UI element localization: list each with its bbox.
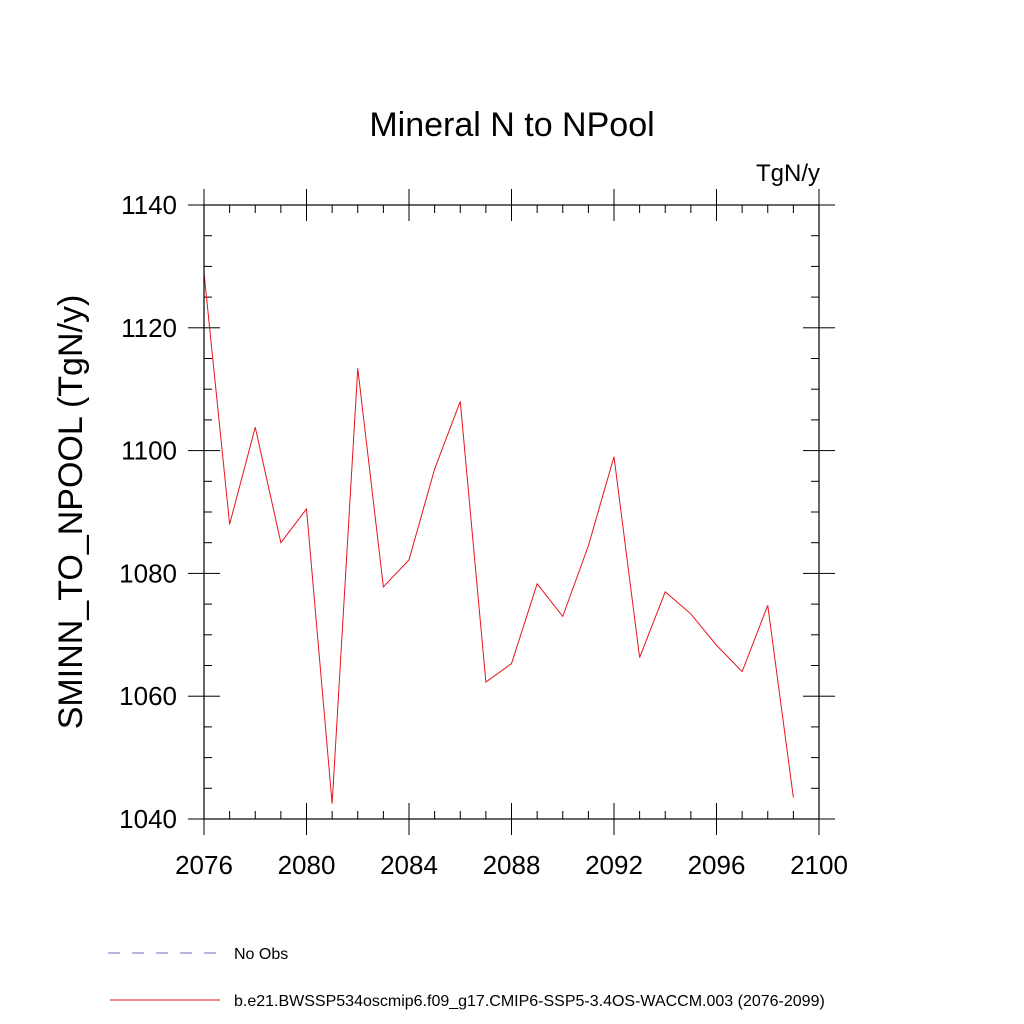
plot-series bbox=[203, 272, 794, 804]
data-point bbox=[639, 657, 640, 658]
y-tick-label: 1060 bbox=[119, 681, 177, 711]
series-line-0 bbox=[203, 272, 794, 804]
x-tick-label: 2088 bbox=[483, 850, 541, 880]
legend-label-model: b.e21.BWSSP534oscmip6.f09_g17.CMIP6-SSP5… bbox=[234, 993, 825, 1010]
data-point bbox=[588, 545, 589, 546]
x-tick-label: 2080 bbox=[278, 850, 336, 880]
y-tick-label: 1140 bbox=[121, 190, 177, 220]
y-tick-label: 1100 bbox=[121, 436, 177, 466]
x-tick-label: 2084 bbox=[380, 850, 438, 880]
x-tick-label: 2100 bbox=[790, 850, 848, 880]
x-tick-label: 2096 bbox=[688, 850, 746, 880]
x-tick-label: 2076 bbox=[175, 850, 233, 880]
data-point bbox=[767, 605, 768, 606]
y-tick-label: 1080 bbox=[119, 558, 177, 588]
data-point bbox=[614, 456, 615, 457]
data-point bbox=[255, 427, 256, 428]
data-point bbox=[434, 469, 435, 470]
data-point bbox=[229, 524, 230, 525]
data-point bbox=[716, 645, 717, 646]
data-point bbox=[742, 671, 743, 672]
data-point bbox=[665, 591, 666, 592]
data-point bbox=[562, 616, 563, 617]
x-tick-label: 2092 bbox=[585, 850, 643, 880]
units-label: TgN/y bbox=[756, 160, 820, 187]
chart-title: Mineral N to NPool bbox=[369, 106, 654, 144]
data-point bbox=[690, 613, 691, 614]
data-point bbox=[511, 663, 512, 664]
y-axis-label: SMINN_TO_NPOOL (TgN/y) bbox=[52, 295, 90, 730]
plot-frame bbox=[203, 204, 820, 820]
y-tick-label: 1120 bbox=[121, 313, 177, 343]
data-point bbox=[280, 542, 281, 543]
axis-ticks bbox=[188, 189, 835, 835]
data-point bbox=[793, 797, 794, 798]
data-point bbox=[537, 583, 538, 584]
legend-label-no-obs: No Obs bbox=[234, 946, 288, 963]
data-point bbox=[383, 586, 384, 587]
data-point bbox=[485, 682, 486, 683]
data-point bbox=[409, 559, 410, 560]
data-point bbox=[306, 508, 307, 509]
legend: No Obs b.e21.BWSSP534oscmip6.f09_g17.CMI… bbox=[108, 946, 825, 1010]
y-tick-label: 1040 bbox=[119, 804, 177, 834]
axis-tick-labels: 2076 2080 2084 2088 2092 2096 2100 1040 1060 1080… bbox=[119, 190, 848, 880]
data-point bbox=[332, 803, 333, 804]
data-point bbox=[357, 368, 358, 369]
data-point bbox=[460, 401, 461, 402]
